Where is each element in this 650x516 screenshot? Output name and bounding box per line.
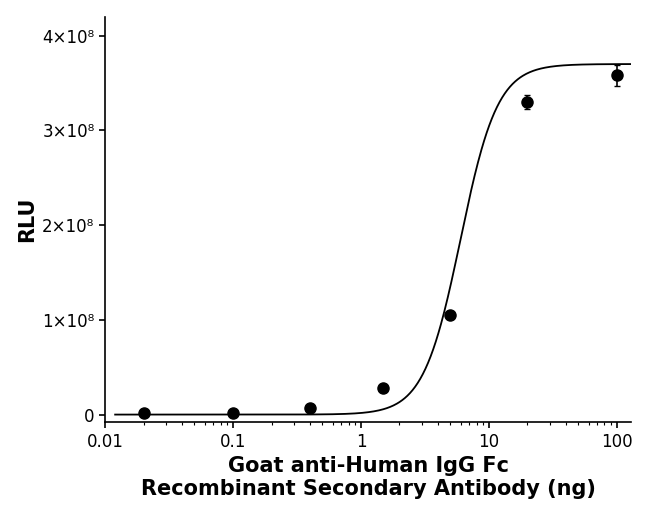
Y-axis label: RLU: RLU	[17, 197, 36, 242]
X-axis label: Goat anti-Human IgG Fc
Recombinant Secondary Antibody (ng): Goat anti-Human IgG Fc Recombinant Secon…	[141, 456, 595, 499]
